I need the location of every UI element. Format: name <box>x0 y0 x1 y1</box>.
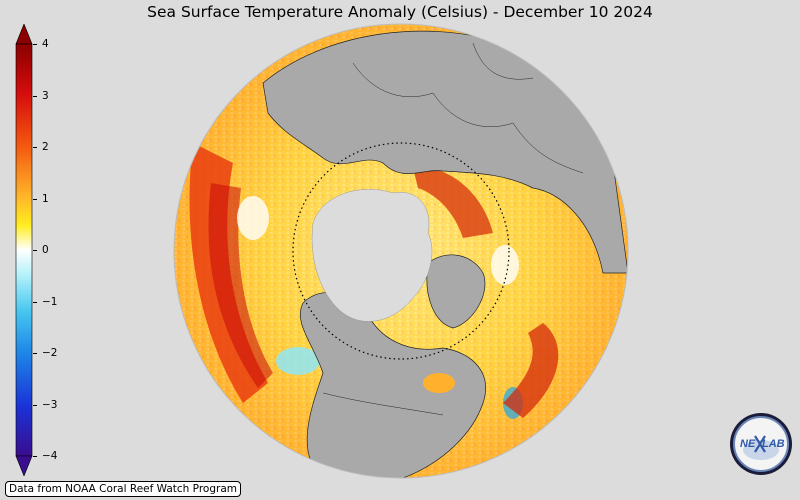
colorbar-gradient <box>15 43 33 457</box>
colorbar-tick-label: −1 <box>42 295 58 308</box>
map-title: Sea Surface Temperature Anomaly (Celsius… <box>147 3 653 21</box>
colorbar-tick-label: 0 <box>42 244 49 256</box>
atlantic-warm-anomaly <box>503 323 559 418</box>
colorbar <box>15 24 33 476</box>
logo-text-left: NE <box>740 438 756 450</box>
colorbar-tick-label: −4 <box>42 450 58 462</box>
logo-text-right: LAB <box>762 438 785 450</box>
colorbar-tick-mark <box>33 353 37 354</box>
colorbar-tick-mark <box>33 198 37 200</box>
polar-globe-map <box>173 23 629 479</box>
data-credit: Data from NOAA Coral Reef Watch Program <box>5 481 241 497</box>
colorbar-tick-label: −3 <box>42 398 58 411</box>
colorbar-tick-mark <box>33 404 37 406</box>
colorbar-max-extension <box>15 24 33 45</box>
colorbar-tick-label: 3 <box>42 89 49 102</box>
nexlab-logo-icon: NE LAB <box>730 413 792 475</box>
colorbar-min-extension <box>15 455 33 476</box>
cool-anomaly-patch <box>276 347 320 375</box>
colorbar-tick-mark <box>33 250 37 251</box>
greenland-landmass <box>426 254 486 329</box>
north-america-landmass <box>299 292 486 478</box>
hudson-bay <box>423 373 455 393</box>
colorbar-tick-mark <box>33 44 37 45</box>
colorbar-tick-label: 2 <box>42 141 49 153</box>
colorbar-tick-label: −2 <box>42 347 58 359</box>
arctic-circle <box>292 142 510 360</box>
colorbar-tick-label: 1 <box>42 192 49 205</box>
colorbar-tick-mark <box>33 147 37 148</box>
colorbar-tick-mark <box>33 301 37 303</box>
colorbar-tick-label: 4 <box>42 38 49 50</box>
colorbar-tick-mark <box>33 95 37 97</box>
arctic-sea-ice <box>311 189 433 322</box>
colorbar-tick-mark <box>33 456 37 457</box>
